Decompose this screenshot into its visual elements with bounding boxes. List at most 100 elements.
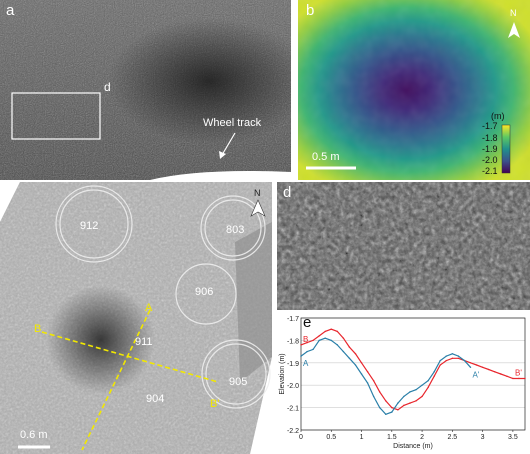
series-point-a [300, 355, 302, 357]
series-point-b [300, 344, 302, 346]
series-point-a [433, 371, 435, 373]
profile-label-b: B [34, 323, 42, 335]
panel-e-label: e [303, 314, 312, 331]
series-point-a [354, 364, 357, 366]
series-point-b [324, 330, 326, 333]
series-point-b [397, 409, 399, 411]
plot-frame [300, 317, 526, 431]
series-point-a [403, 395, 405, 398]
colorbar-tick-2: -1.9 [482, 144, 498, 154]
colorbar [501, 124, 511, 174]
series-point-b [366, 371, 369, 373]
series-point-a [306, 350, 308, 353]
colorbar-tick-0: -1.7 [482, 121, 498, 131]
series-point-a [391, 411, 393, 413]
y-tick-label-1: -1.8 [287, 338, 299, 345]
series-line-b [300, 328, 525, 411]
wheel-track-label: Wheel track [203, 117, 262, 129]
north-label-b: N [510, 8, 517, 18]
colorbar-tick-4: -2.1 [482, 166, 498, 176]
x-tick-label-3: 1.5 [387, 434, 397, 441]
colorbar-tick-1: -1.8 [482, 133, 498, 143]
series-point-b [433, 375, 435, 377]
series-line-a [300, 337, 471, 416]
series-point-b [469, 362, 472, 364]
series-point-b [457, 357, 460, 360]
y-tick-label-4: -2.1 [287, 406, 299, 413]
series-point-a [445, 355, 447, 357]
series-point-a [372, 395, 375, 398]
series-point-b [354, 353, 357, 355]
series-point-b [342, 337, 345, 339]
series-point-a [427, 380, 429, 382]
crater-906: 906 [195, 286, 214, 298]
series-point-a [318, 339, 320, 342]
x-tick-label-6: 3 [481, 434, 485, 441]
series-point-b [312, 339, 314, 342]
panel-c: c N 912 803 906 911 904 905 B A A' B' 0.… [0, 182, 272, 454]
profile-line-b [41, 331, 219, 383]
scale-label-b: 0.5 m [312, 151, 340, 163]
panel-b-dem [298, 0, 530, 180]
inset-d-label: d [104, 80, 111, 94]
panel-c-hillshade [0, 182, 272, 454]
colorbar-unit: (m) [491, 111, 505, 121]
profile-line-a [81, 309, 151, 451]
series-point-b [439, 364, 441, 366]
scale-label-c: 0.6 m [20, 429, 48, 441]
panel-d-label: d [283, 184, 292, 201]
x-tick-label-1: 0.5 [326, 434, 336, 441]
series-point-a [379, 406, 381, 409]
series-point-a [330, 339, 332, 342]
panel-b-label: b [306, 2, 315, 19]
series-point-b [524, 377, 526, 380]
panel-a: a d Wheel track [0, 0, 291, 180]
series-point-b [494, 371, 496, 373]
series-point-b [415, 400, 417, 402]
series-point-b [385, 400, 387, 402]
y-tick-label-0: -1.7 [287, 316, 299, 323]
north-label-c: N [254, 188, 261, 198]
series-point-a [439, 359, 441, 362]
x-tick-label-5: 2.5 [447, 434, 457, 441]
panel-a-image [0, 0, 291, 180]
series-point-a [342, 350, 345, 353]
series-point-a [385, 413, 387, 416]
crater-911: 911 [135, 336, 153, 348]
series-point-a [324, 337, 326, 339]
colorbar-tick-3: -2.0 [482, 155, 498, 165]
panel-a-label: a [6, 2, 15, 19]
series-point-a [397, 402, 399, 404]
series-start-label-1: A [303, 359, 309, 368]
y-tick-label-3: -2.0 [287, 383, 299, 390]
series-point-b [330, 328, 332, 330]
panel-d-image [277, 182, 530, 310]
y-axis-label: Elevation (m) [279, 353, 286, 394]
series-point-b [481, 366, 484, 368]
series-point-b [512, 377, 514, 380]
series-point-b [451, 357, 454, 360]
series-point-b [336, 330, 339, 333]
series-point-b [379, 391, 381, 393]
crater-803: 803 [226, 224, 245, 236]
x-tick-label-0: 0 [299, 434, 303, 441]
panel-c-label: c [6, 184, 14, 201]
series-point-b [409, 402, 411, 404]
series-point-b [421, 395, 423, 398]
series-point-b [500, 373, 502, 375]
series-point-b [318, 335, 320, 337]
series-point-a [457, 355, 460, 357]
series-point-a [312, 348, 314, 351]
series-point-b [403, 404, 405, 407]
elevation-profile-chart: -1.7 -1.8 -1.9 -2.0 -2.1 -2.20 0.5 1 1.5 2 2.5 3 3.5… [279, 316, 526, 450]
series-point-a [463, 359, 466, 362]
crater-905: 905 [229, 376, 248, 388]
series-point-b [372, 380, 375, 382]
series-point-a [469, 366, 472, 368]
panel-b: b N 0.5 m (m) -1.7 -1.8 -1.9 -2.0 -2.1 [298, 0, 530, 180]
panel-d: d [277, 182, 530, 310]
series-point-b [445, 359, 447, 362]
series-end-label-1: A' [473, 370, 480, 379]
series-point-b [506, 375, 508, 377]
crater-904: 904 [146, 393, 165, 405]
